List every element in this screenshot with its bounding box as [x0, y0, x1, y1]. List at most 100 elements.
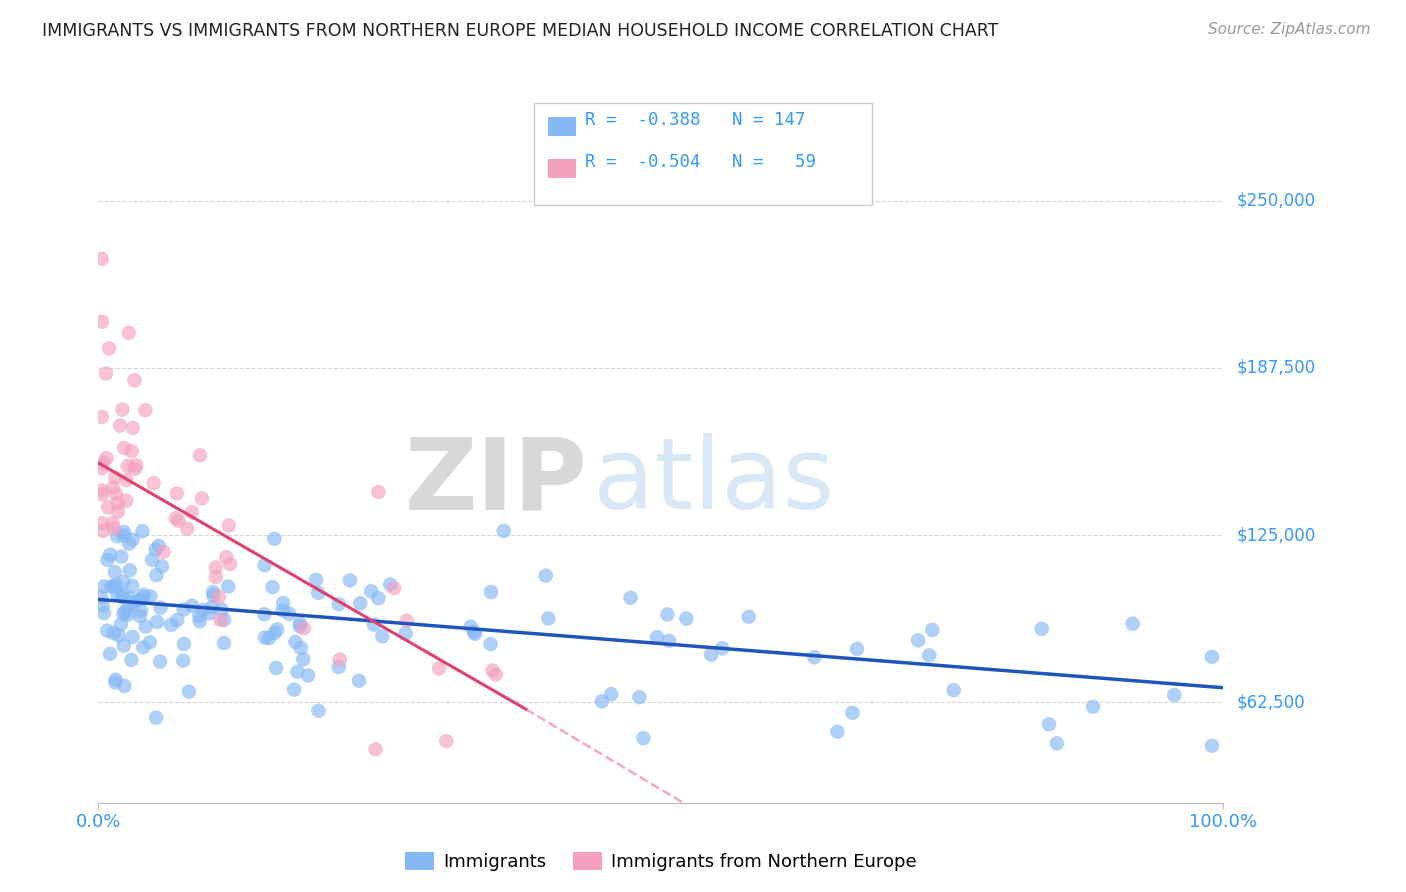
Point	[101, 516, 124, 531]
Point	[180, 505, 202, 519]
Point	[176, 522, 198, 536]
Point	[97, 500, 120, 515]
Point	[90, 252, 112, 266]
Point	[266, 622, 288, 636]
Point	[395, 626, 418, 640]
Point	[98, 548, 121, 562]
Point	[146, 615, 169, 629]
Point	[591, 694, 613, 708]
Point	[271, 596, 294, 610]
Point	[131, 524, 153, 539]
Text: $62,500: $62,500	[1237, 693, 1306, 712]
Point	[165, 511, 187, 525]
Point	[193, 603, 215, 617]
Point	[284, 635, 307, 649]
Point	[700, 648, 723, 662]
Point	[645, 630, 668, 644]
Point	[827, 724, 849, 739]
Point	[103, 579, 125, 593]
Point	[287, 665, 309, 679]
Point	[124, 462, 146, 476]
Point	[112, 679, 135, 693]
Point	[131, 591, 153, 605]
Point	[121, 630, 143, 644]
Point	[367, 485, 389, 500]
Point	[166, 613, 188, 627]
Point	[263, 625, 285, 640]
Point	[201, 600, 224, 615]
Point	[118, 536, 141, 550]
Point	[103, 522, 125, 536]
Point	[1201, 649, 1223, 664]
Point	[208, 590, 231, 604]
Point	[104, 470, 127, 484]
Point	[118, 563, 141, 577]
Point	[633, 731, 655, 746]
Point	[479, 637, 502, 651]
Text: R =  -0.504   N =   59: R = -0.504 N = 59	[585, 153, 815, 170]
Point	[139, 635, 162, 649]
Point	[481, 664, 503, 678]
Point	[107, 504, 129, 518]
Point	[737, 609, 759, 624]
Point	[172, 654, 194, 668]
Point	[657, 607, 679, 622]
Point	[188, 609, 211, 624]
Point	[711, 641, 734, 656]
Point	[288, 619, 311, 633]
Point	[1163, 688, 1185, 702]
Point	[149, 655, 172, 669]
Point	[114, 605, 136, 619]
Point	[395, 614, 418, 628]
Point	[363, 617, 385, 632]
Point	[264, 661, 287, 675]
Point	[145, 711, 167, 725]
Point	[1031, 622, 1053, 636]
Point	[201, 585, 224, 599]
Point	[90, 487, 112, 501]
Point	[90, 516, 112, 530]
Point	[111, 402, 134, 417]
Point	[121, 421, 143, 435]
Point	[104, 578, 127, 592]
Point	[96, 624, 118, 638]
Point	[141, 553, 163, 567]
Point	[360, 584, 382, 599]
Point	[1038, 717, 1060, 731]
Point	[278, 607, 301, 621]
Point	[907, 633, 929, 648]
Point	[122, 596, 145, 610]
Point	[212, 636, 235, 650]
Point	[115, 493, 138, 508]
Point	[942, 683, 965, 698]
Point	[191, 491, 214, 506]
Text: Source: ZipAtlas.com: Source: ZipAtlas.com	[1208, 22, 1371, 37]
Point	[93, 606, 115, 620]
Point	[173, 637, 195, 651]
Point	[160, 617, 183, 632]
Point	[217, 579, 239, 593]
Point	[152, 545, 174, 559]
Point	[307, 586, 329, 600]
Point	[139, 589, 162, 603]
Point	[212, 613, 235, 627]
Point	[177, 684, 200, 698]
Text: IMMIGRANTS VS IMMIGRANTS FROM NORTHERN EUROPE MEDIAN HOUSEHOLD INCOME CORRELATIO: IMMIGRANTS VS IMMIGRANTS FROM NORTHERN E…	[42, 22, 998, 40]
Point	[121, 533, 143, 547]
Point	[205, 570, 228, 584]
Point	[98, 342, 121, 356]
Text: ZIP: ZIP	[405, 434, 588, 530]
Point	[96, 553, 118, 567]
Point	[101, 481, 124, 495]
Point	[253, 607, 276, 622]
Point	[105, 529, 128, 543]
Point	[108, 418, 131, 433]
Point	[134, 403, 156, 417]
Point	[173, 602, 195, 616]
Point	[436, 734, 458, 748]
Point	[328, 597, 350, 611]
Point	[297, 668, 319, 682]
Text: $187,500: $187,500	[1237, 359, 1316, 377]
Text: $250,000: $250,000	[1237, 192, 1316, 210]
Point	[94, 367, 117, 381]
